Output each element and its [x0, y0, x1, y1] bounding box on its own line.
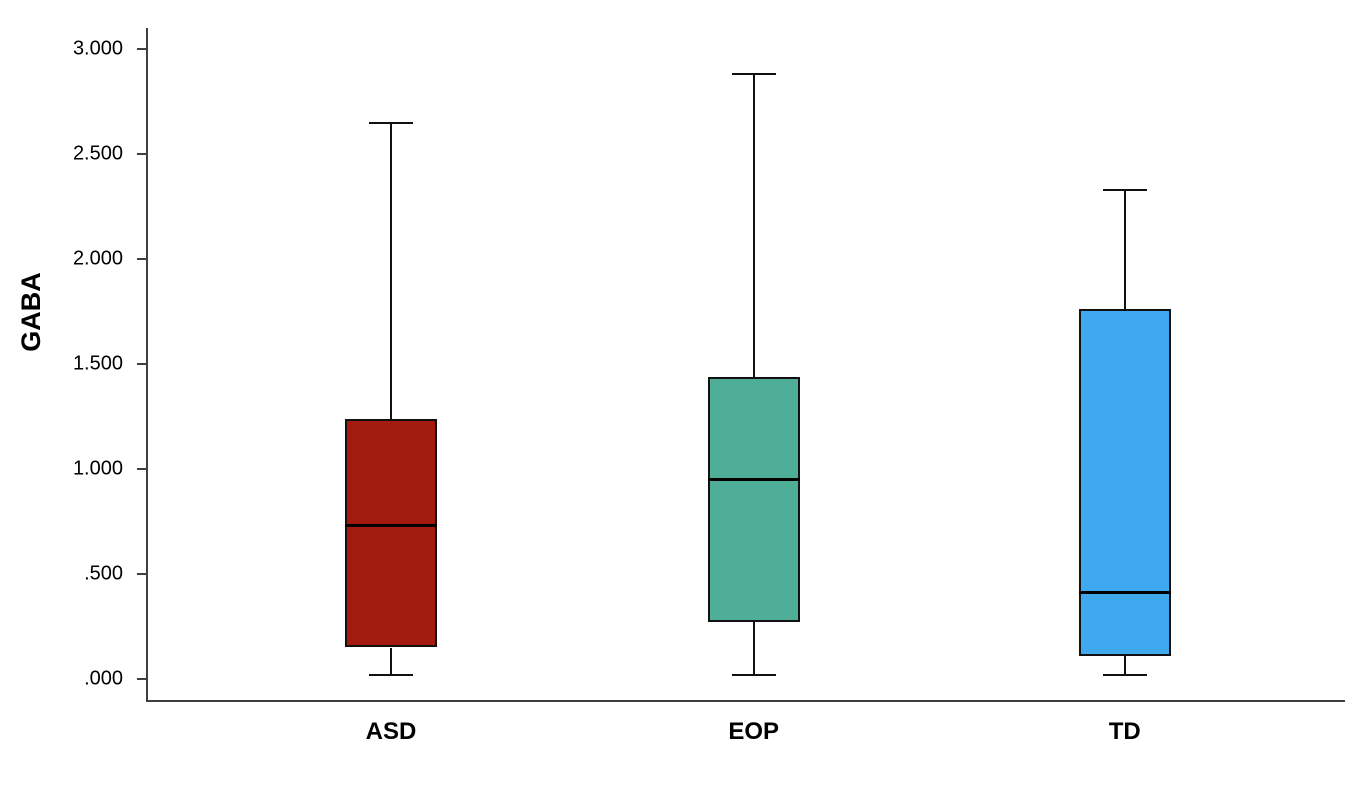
whisker-cap-min-EOP [731, 673, 776, 676]
y-tick-mark [137, 363, 146, 365]
median-TD [1078, 591, 1171, 595]
whisker-cap-max-ASD [368, 121, 413, 124]
y-axis-line [146, 28, 148, 700]
y-tick-mark [137, 48, 146, 50]
y-tick-label: 3.000 [72, 37, 123, 60]
x-category-label-ASD: ASD [365, 718, 417, 745]
box-EOP [707, 376, 800, 623]
whisker-cap-min-ASD [368, 673, 413, 676]
whisker-upper-TD [1123, 189, 1126, 310]
whisker-lower-ASD [389, 647, 392, 675]
y-tick-label: 2.000 [72, 247, 123, 270]
y-tick-mark [137, 468, 146, 470]
y-tick-label: 2.500 [72, 142, 123, 165]
x-category-label-EOP: EOP [728, 718, 780, 745]
whisker-upper-EOP [752, 74, 755, 377]
y-tick-label: 1.000 [72, 457, 123, 480]
y-tick-label: .500 [84, 562, 123, 585]
median-ASD [344, 524, 437, 528]
whisker-cap-min-TD [1102, 673, 1147, 676]
whisker-lower-TD [1123, 655, 1126, 675]
whisker-cap-max-EOP [731, 73, 776, 76]
y-tick-label: 1.500 [72, 352, 123, 375]
whisker-upper-ASD [389, 122, 392, 419]
y-tick-mark [137, 258, 146, 260]
y-tick-mark [137, 573, 146, 575]
y-tick-mark [137, 153, 146, 155]
whisker-lower-EOP [752, 622, 755, 675]
box-TD [1078, 309, 1171, 656]
y-tick-mark [137, 678, 146, 680]
whisker-cap-max-TD [1102, 188, 1147, 191]
x-axis-line [146, 700, 1345, 702]
y-tick-label: .000 [84, 667, 123, 690]
box-ASD [344, 418, 437, 648]
x-category-label-TD: TD [1108, 718, 1141, 745]
median-EOP [707, 478, 800, 481]
